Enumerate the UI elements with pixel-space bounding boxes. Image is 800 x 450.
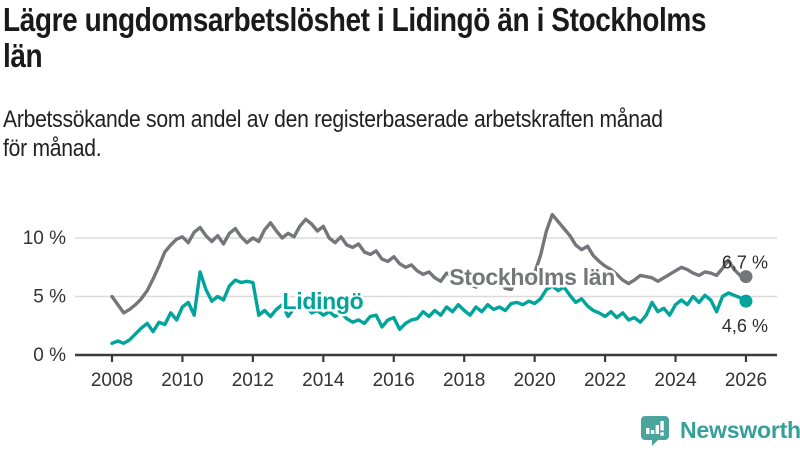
- chart-subtitle: Arbetssökande som andel av den registerb…: [3, 106, 663, 163]
- series-line-stockholms-l-n: [110, 212, 748, 315]
- newsworthy-logo-icon: [641, 415, 669, 446]
- x-tick-label: 2016: [373, 370, 415, 391]
- x-tick-label: 2024: [654, 370, 697, 391]
- series-label-liding-: Lidingö: [282, 288, 363, 314]
- y-tick-label: 10 %: [23, 228, 66, 249]
- x-tick-label: 2014: [302, 370, 345, 391]
- x-tick-label: 2010: [161, 370, 203, 391]
- end-dot-liding-: [739, 294, 753, 308]
- series-label-stockholms-l-n: Stockholms län: [449, 264, 615, 290]
- y-tick-label: 5 %: [33, 287, 66, 308]
- end-value-label-liding-: 4,6 %: [722, 316, 768, 336]
- x-tick-label: 2020: [513, 370, 555, 391]
- y-tick-label: 0 %: [33, 345, 66, 366]
- x-tick-label: 2026: [725, 370, 767, 391]
- brand-name: Newsworthy: [680, 416, 800, 443]
- end-dot-stockholms-l-n: [739, 270, 753, 284]
- x-tick-label: 2018: [443, 370, 485, 391]
- series-line-liding-: [110, 270, 748, 345]
- chart-title: Lägre ungdomsarbetslöshet i Lidingö än i…: [3, 1, 707, 74]
- end-value-label-stockholms-l-n: 6,7 %: [722, 253, 768, 273]
- x-tick-label: 2022: [584, 370, 626, 391]
- brand-footer: Newsworthy: [639, 413, 800, 447]
- x-tick-label: 2008: [91, 370, 133, 391]
- x-tick-label: 2012: [232, 370, 274, 391]
